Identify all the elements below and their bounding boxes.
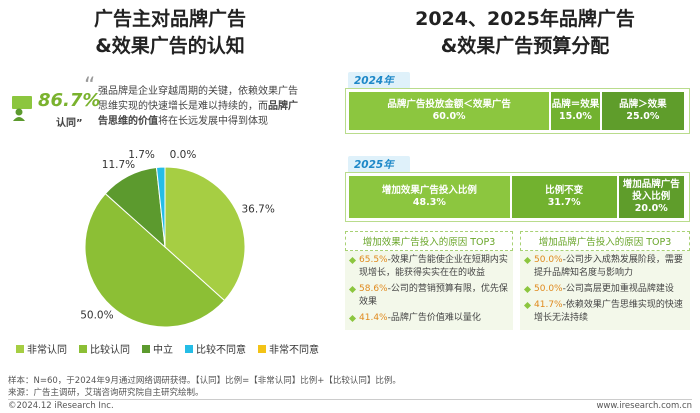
reason-item: 50.0%-公司高层更加重视品牌建设 [524,283,686,296]
legend-swatch [79,345,87,353]
data-label: 20.0% [634,203,668,214]
title-line: &效果广告预算分配 [440,35,610,57]
title-line: 广告主对品牌广告 [93,8,246,30]
legend-item: 比较不同意 [185,341,246,356]
reason-item: 50.0%-公司步入成熟发展阶段，需要提升品牌知名度与影响力 [524,254,686,280]
data-label: 1.7% [128,149,155,161]
source: 来源：广告主调研，艾瑞咨询研究院自主研究绘制。 [8,388,204,398]
legend-label: 非常认同 [27,345,67,356]
left-title: 广告主对品牌广告 &效果广告的认知 [20,6,320,60]
stat-label: 认同” [56,118,83,129]
quote-text: 将在长远发展中得到体现 [158,116,268,127]
year-badge: 2024年 [348,72,410,89]
footnote: 样本：N=60，于2024年9月通过网络调研获得。【认同】比例=【非常认同】比例… [8,376,401,386]
data-label: 15.0% [558,111,592,122]
year-badge: 2025年 [348,156,410,173]
reason-box: 50.0%-公司步入成熟发展阶段，需要提升品牌知名度与影响力 50.0%-公司高层… [520,251,690,330]
copyright: ©2024.12 iResearch Inc. [8,401,114,411]
reason-pct: 41.7% [534,300,563,310]
bar-segment: 比例不变 31.7% [511,176,617,218]
data-label: 50.0% [80,309,113,321]
legend-item: 中立 [142,341,173,356]
legend-swatch [142,345,150,353]
reason-item: 41.7%-依赖效果广告思维实现的快速增长无法持续 [524,299,686,325]
segment-label: 品牌＝效果 [551,99,600,110]
data-label: 60.0% [432,111,466,122]
legend-label: 非常不同意 [269,345,319,356]
data-label: 0.0% [170,149,197,161]
legend-item: 非常认同 [16,341,67,356]
stacked-bar: 增加效果广告投入比例 48.3% 比例不变 31.7% 增加品牌广告投入比例 20.0% [345,172,690,222]
data-label: 48.3% [412,197,446,208]
title-line: 2024、2025年品牌广告 [415,8,635,30]
segment-label: 品牌＞效果 [619,99,667,110]
quote: 强品牌是企业穿越周期的关键，依赖效果广告思维实现的快速增长是难以持续的，而品牌广… [98,84,303,129]
legend-swatch [185,345,193,353]
icon [12,96,32,121]
data-label: 25.0% [626,111,660,122]
pie-slice [164,166,246,302]
reason-pct: 65.5% [359,255,388,265]
legend-label: 比较认同 [90,345,130,356]
reason-item: 58.6%-公司的营销预算有限，优先保效果 [349,283,509,309]
segment-label: 比例不变 [545,185,584,196]
data-label: 11.7% [102,159,135,171]
reason-text: -品牌广告价值难以量化 [387,313,481,323]
segment-label: 增加效果广告投入比例 [381,185,477,196]
legend-item: 比较认同 [79,341,130,356]
stacked-bar: 品牌广告投放金额＜效果广告 60.0% 品牌＝效果 15.0% 品牌＞效果 25.0% [345,88,690,134]
reason-pct: 58.6% [359,284,388,294]
pie-slice [84,192,226,328]
legend-swatch [258,345,266,353]
reason-text: -公司高层更加重视品牌建设 [562,284,674,294]
legend: 非常认同 比较认同 中立 比较不同意 非常不同意 [16,341,319,356]
bar-segment: 品牌＝效果 15.0% [551,92,600,130]
quote-bold: 品牌广告思维的价值 [98,101,298,127]
segment-label: 增加品牌广告投入比例 [622,179,680,202]
divider [8,399,692,400]
pie-chart: 36.7% 50.0% 11.7%1.7% 0.0% [80,149,275,328]
legend-swatch [16,345,24,353]
data-label: 36.7% [241,204,274,216]
bar-segment: 增加效果广告投入比例 48.3% [349,176,510,218]
reason-item: 65.5%-效果广告能使企业在短期内实现增长，能获得实实在在的收益 [349,254,509,280]
reason-item: 41.4%-品牌广告价值难以量化 [349,312,509,325]
reason-text: -依赖效果广告思维实现的快速增长无法持续 [534,300,683,323]
title-line: &效果广告的认知 [95,35,245,57]
reason-box: 65.5%-效果广告能使企业在短期内实现增长，能获得实实在在的收益 58.6%-公… [345,251,513,330]
data-label: 31.7% [547,197,581,208]
reason-pct: 50.0% [534,255,563,265]
reason-column: 增加效果广告投入的原因 TOP3 65.5%-效果广告能使企业在短期内实现增长，能… [345,231,513,330]
legend-label: 比较不同意 [196,345,246,356]
reason-text: -公司的营销预算有限，优先保效果 [359,284,508,307]
reason-column: 增加品牌广告投入的原因 TOP3 50.0%-公司步入成熟发展阶段，需要提升品牌知… [520,231,690,330]
segment-label: 品牌广告投放金额＜效果广告 [387,99,511,110]
reason-pct: 50.0% [534,284,563,294]
legend-item: 非常不同意 [258,341,319,356]
url: www.iresearch.com.cn [596,401,692,411]
reason-title: 增加品牌广告投入的原因 TOP3 [520,231,690,251]
right-title: 2024、2025年品牌广告 &效果广告预算分配 [360,6,690,60]
quote-mark: “ [84,74,96,99]
reason-text: -效果广告能使企业在短期内实现增长，能获得实实在在的收益 [359,255,508,278]
reason-text: -公司步入成熟发展阶段，需要提升品牌知名度与影响力 [534,255,683,278]
bar-segment: 品牌广告投放金额＜效果广告 60.0% [349,92,550,130]
reason-pct: 41.4% [359,313,388,323]
quote-text: 强品牌是企业穿越周期的关键，依赖效果广告思维实现的快速增长是难以持续的，而 [98,86,298,112]
reason-title: 增加效果广告投入的原因 TOP3 [345,231,513,251]
stat: 86.7% [38,90,101,111]
bar-segment: 增加品牌广告投入比例 20.0% [618,176,684,218]
bar-segment: 品牌＞效果 25.0% [601,92,684,130]
legend-label: 中立 [153,345,173,356]
